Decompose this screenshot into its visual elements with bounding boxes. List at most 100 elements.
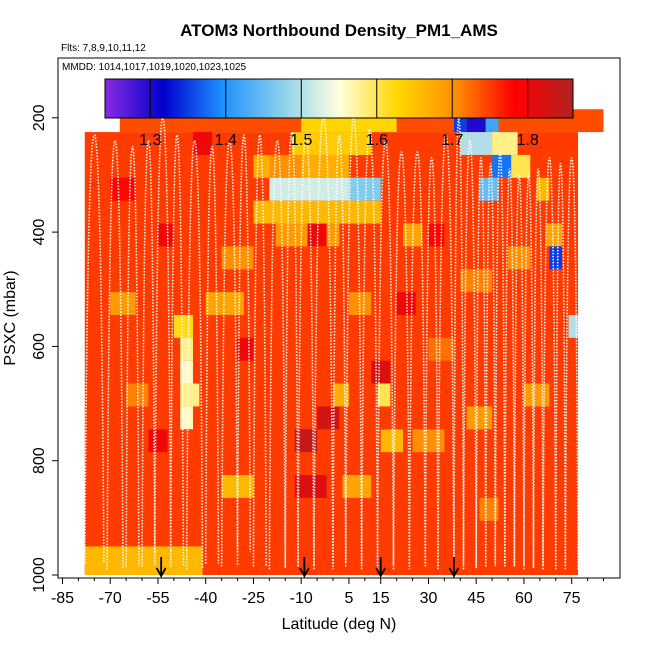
flight-track	[153, 116, 172, 553]
heatmap-cell	[348, 177, 381, 201]
dates-label: MMDD: 1014,1017,1019,1020,1023,1025	[62, 62, 246, 73]
y-tick-label: 800	[31, 447, 48, 474]
flight-track	[185, 139, 204, 570]
flight-track	[453, 116, 465, 567]
heatmap-cell	[110, 177, 136, 201]
heatmap-cell	[294, 474, 327, 498]
latitude-markers	[155, 557, 460, 578]
heatmap-cell	[342, 474, 372, 498]
colorbar-tick-label: 1.4	[215, 132, 237, 149]
latitude-marker-arrow	[155, 567, 167, 578]
heatmap-cell	[148, 429, 168, 453]
heatmap-cell	[180, 337, 193, 361]
plot-frame	[57, 57, 621, 579]
x-tick-label: -40	[194, 590, 217, 607]
heatmap-cell	[396, 292, 416, 315]
heatmap-cell	[317, 406, 340, 430]
heatmap-cell	[479, 497, 499, 521]
heatmap-cell	[192, 132, 213, 155]
colorbar-gradient	[104, 78, 574, 119]
latitude-marker-arrow	[299, 567, 310, 578]
colorbar-tick-label: 1.6	[366, 132, 388, 149]
heatmap-cell	[511, 154, 531, 178]
flight-track	[169, 134, 185, 567]
flight-track	[523, 174, 535, 570]
heatmap-cell	[371, 360, 391, 384]
flight-track	[125, 145, 140, 567]
flight-track	[236, 134, 252, 553]
flight-track	[297, 134, 315, 567]
colorbar-tick-label: 1.3	[139, 132, 161, 149]
flight-track	[475, 157, 487, 567]
flight-track	[554, 162, 567, 567]
x-tick-label: -85	[51, 590, 74, 607]
heatmap-cell	[377, 383, 391, 407]
heatmap-cell	[221, 246, 254, 270]
flights-label: Flts: 7,8,9,10,11,12	[61, 43, 146, 54]
heatmap-cell	[523, 383, 550, 407]
flight-track-layer	[83, 116, 579, 570]
heatmap-cell	[253, 154, 349, 178]
y-axis: 200 400 600 800 1000	[31, 104, 58, 593]
flight-track	[376, 139, 395, 567]
colorbar-tick-label: 1.8	[517, 132, 539, 149]
flight-track	[542, 157, 557, 570]
heatmap-cell	[333, 383, 349, 407]
heatmap-cell	[205, 292, 244, 315]
heatmap-cell	[546, 223, 563, 247]
y-axis-label: PSXC (mbar)	[2, 270, 19, 365]
flight-track	[284, 131, 299, 567]
heatmap-cell	[180, 383, 200, 407]
flight-track	[344, 116, 363, 567]
x-tick-label: 60	[515, 590, 533, 607]
flight-track	[408, 151, 427, 564]
x-tick-label: 30	[420, 590, 438, 607]
heatmap-cell	[479, 177, 499, 201]
flight-track	[424, 157, 439, 567]
flight-track	[504, 168, 516, 567]
colorbar-tick-label: 1.7	[441, 132, 463, 149]
flight-track	[83, 134, 105, 564]
heatmap-cell	[173, 314, 193, 338]
x-tick-label: -55	[146, 590, 169, 607]
heatmap-cell	[549, 246, 563, 270]
latitude-marker-arrow	[375, 567, 387, 578]
flight-track	[220, 139, 239, 567]
heatmap-cell	[412, 429, 445, 453]
flight-track	[437, 134, 455, 570]
x-tick-label: 5	[344, 590, 353, 607]
flight-track	[332, 134, 347, 564]
heatmap-cell	[466, 406, 493, 430]
flight-track	[106, 139, 124, 570]
x-tick-label: 15	[372, 590, 390, 607]
flight-track	[513, 174, 525, 567]
x-tick-label: -25	[242, 590, 265, 607]
colorbar: 1.3 1.4 1.5 1.6 1.7 1.8	[104, 78, 574, 149]
heatmap-cell	[294, 429, 318, 453]
heatmap-cell	[460, 132, 493, 155]
flight-track	[204, 145, 220, 564]
flight-track	[252, 134, 267, 567]
x-axis: -85 -70 -55 -40 -25 -10 5 15 30 45 60 75	[51, 578, 604, 607]
heatmap-cell	[492, 132, 518, 155]
heatmap-cell	[568, 314, 579, 338]
flight-track	[313, 116, 334, 570]
heatmap-cell	[508, 246, 531, 270]
heatmap-cell	[110, 292, 136, 315]
x-tick-label: 45	[467, 590, 485, 607]
x-axis-label: Latitude (deg N)	[282, 616, 397, 633]
flight-track	[360, 128, 379, 570]
flight-track	[268, 139, 287, 570]
heatmap-cell	[269, 177, 365, 201]
x-tick-label: -70	[99, 590, 122, 607]
heatmap-cell	[84, 546, 203, 575]
flight-track	[462, 139, 478, 570]
latitude-marker-arrow	[448, 567, 460, 578]
heatmap-cell	[428, 223, 445, 247]
flight-track	[494, 151, 506, 564]
x-tick-label: 75	[563, 590, 581, 607]
flight-track	[141, 139, 156, 567]
flight-track	[564, 157, 579, 570]
heatmap-cell	[237, 337, 254, 361]
